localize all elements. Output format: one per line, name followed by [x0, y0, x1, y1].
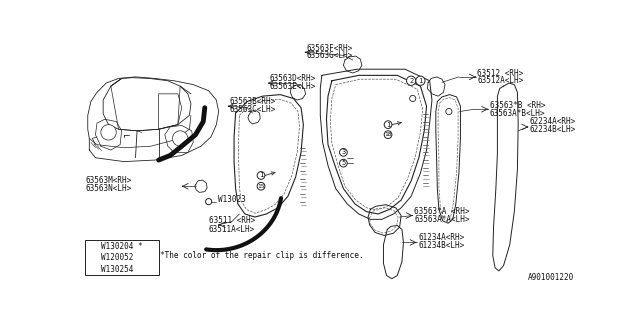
Text: 2: 2 [409, 78, 413, 84]
Circle shape [416, 76, 425, 85]
Circle shape [172, 131, 188, 146]
Circle shape [340, 148, 348, 156]
Text: *The color of the repair clip is difference.: *The color of the repair clip is differe… [160, 251, 364, 260]
Text: 63563N<LH>: 63563N<LH> [86, 184, 132, 193]
Text: A901001220: A901001220 [528, 273, 575, 282]
Text: 2: 2 [90, 255, 95, 261]
Text: 63563M<RH>: 63563M<RH> [86, 176, 132, 185]
Text: W13023: W13023 [218, 195, 246, 204]
Text: W120052: W120052 [101, 253, 133, 262]
Text: 63563C<LH>: 63563C<LH> [230, 105, 276, 114]
Text: 18: 18 [384, 132, 392, 137]
Text: 63563G<LH>: 63563G<LH> [307, 51, 353, 60]
Circle shape [88, 254, 96, 262]
Text: W130254: W130254 [101, 265, 133, 274]
Text: 61234B<LH>: 61234B<LH> [418, 241, 465, 250]
Circle shape [340, 159, 348, 167]
Circle shape [101, 124, 116, 140]
Text: 1: 1 [386, 122, 390, 128]
Text: 62234A<RH>: 62234A<RH> [530, 117, 576, 126]
Text: 63563B<RH>: 63563B<RH> [230, 97, 276, 106]
Text: 63563*A <RH>: 63563*A <RH> [414, 207, 470, 216]
Text: 63563F<RH>: 63563F<RH> [307, 44, 353, 53]
Text: 1: 1 [419, 78, 422, 84]
Text: 3: 3 [90, 266, 95, 272]
Text: 63512A<LH>: 63512A<LH> [477, 76, 524, 85]
Text: 63563E<LH>: 63563E<LH> [269, 82, 316, 91]
Text: 63511A<LH>: 63511A<LH> [209, 225, 255, 234]
Circle shape [88, 266, 96, 273]
Text: 5: 5 [341, 160, 346, 166]
Text: 1: 1 [90, 243, 95, 249]
Circle shape [384, 121, 392, 129]
Circle shape [446, 108, 452, 115]
Circle shape [205, 198, 212, 205]
Text: 1: 1 [259, 172, 263, 179]
Circle shape [384, 131, 392, 139]
Text: 63563*B <RH>: 63563*B <RH> [490, 101, 545, 110]
Text: 63563D<RH>: 63563D<RH> [269, 74, 316, 83]
Text: 63511 <RH>: 63511 <RH> [209, 216, 255, 225]
Text: 63512 <RH>: 63512 <RH> [477, 68, 524, 77]
Text: 62234B<LH>: 62234B<LH> [530, 125, 576, 134]
Bar [86, 240, 159, 275]
Text: 15: 15 [257, 184, 265, 189]
Circle shape [88, 243, 96, 250]
Text: 63563A*B<LH>: 63563A*B<LH> [490, 108, 545, 117]
Circle shape [410, 95, 416, 101]
Circle shape [257, 182, 265, 190]
Circle shape [257, 172, 265, 179]
Text: 63563A*A<LH>: 63563A*A<LH> [414, 215, 470, 224]
Circle shape [406, 76, 416, 85]
Text: 61234A<RH>: 61234A<RH> [418, 233, 465, 242]
Text: W130204 *: W130204 * [101, 242, 143, 251]
Text: 3: 3 [341, 149, 346, 155]
